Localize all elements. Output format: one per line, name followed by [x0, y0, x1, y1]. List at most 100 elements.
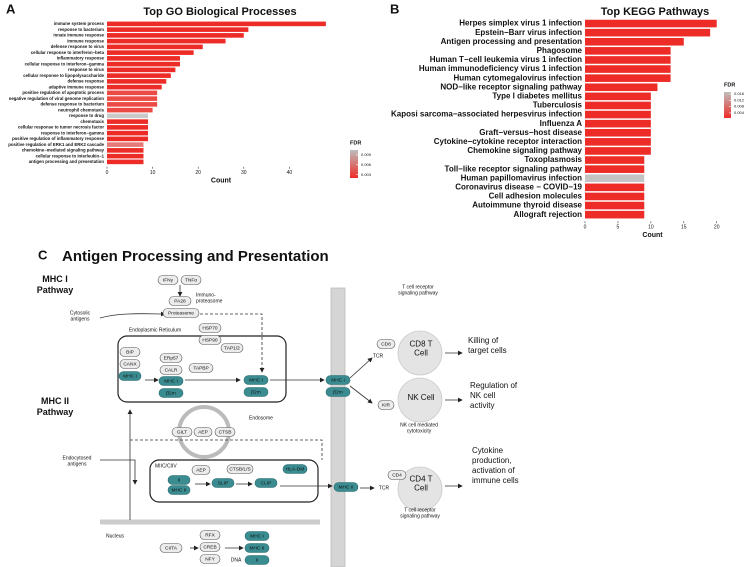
bar	[585, 83, 658, 92]
bar	[585, 19, 717, 28]
node	[119, 347, 141, 357]
teal-node	[243, 387, 269, 397]
bar	[107, 148, 144, 153]
node-label: CD4 T	[410, 475, 433, 484]
panel-letter: B	[390, 1, 399, 16]
node-label: CD4	[392, 472, 402, 478]
y-tick-label: Coronavirus disease − COVID−19	[455, 182, 582, 191]
x-axis-label: Count	[211, 178, 232, 185]
node	[193, 427, 213, 437]
node-label: TCR	[379, 485, 390, 491]
y-tick-label: Toll−like receptor signaling pathway	[445, 164, 583, 173]
teal-node	[158, 388, 184, 398]
y-tick-label: Kaposi sarcoma−associated herpesvirus in…	[391, 110, 582, 119]
node-label: BIP	[126, 349, 134, 355]
node-label: TCR	[373, 353, 384, 359]
node-label: signaling pathway	[398, 290, 438, 296]
y-tick-label: positive regulation of apoptotic process	[22, 90, 104, 95]
y-tick-label: adaptive immune response	[49, 84, 105, 89]
bar	[107, 153, 144, 159]
node-label: ERp57	[164, 355, 179, 361]
teal-node	[244, 543, 270, 553]
y-tick-label: positive regulation of ERK1 and ERK2 cas…	[8, 142, 104, 147]
node	[226, 464, 254, 474]
node-label: Proteasome	[168, 310, 194, 316]
x-tick-label: 0	[584, 225, 587, 231]
node-label: CD8	[381, 341, 391, 347]
y-tick-label: antigen processing and presentation	[29, 159, 105, 164]
chart-title: Top GO Biological Processes	[143, 6, 296, 18]
y-tick-label: Phagosome	[537, 46, 583, 55]
bar	[585, 128, 651, 137]
y-tick-label: positive regulation of inflammatory resp…	[12, 136, 105, 141]
chart-title: Top KEGG Pathways	[601, 6, 710, 18]
node	[159, 353, 183, 363]
colorbar-label: 0.012	[734, 97, 745, 102]
node	[199, 554, 221, 564]
node-label: NK cell mediated	[400, 422, 438, 428]
y-tick-label: defense response	[67, 79, 104, 84]
colorbar-label: 0.006	[361, 162, 372, 167]
bar	[107, 102, 158, 107]
node-label: NFY	[205, 556, 215, 562]
bar	[585, 56, 671, 64]
node-label: MHC I	[123, 373, 137, 379]
x-tick-label: 15	[681, 225, 687, 231]
colorbar	[350, 150, 358, 178]
node	[157, 275, 179, 285]
panel-letter: C	[38, 247, 48, 262]
node-label: MHC I	[42, 274, 68, 284]
diagram-title: Antigen Processing and Presentation	[62, 248, 329, 265]
bar	[585, 201, 645, 210]
panel-letter: A	[6, 1, 16, 16]
bar	[107, 38, 226, 44]
bar	[107, 67, 176, 73]
node-label: GILT	[177, 429, 187, 435]
bar	[107, 130, 149, 136]
x-tick-label: 20	[714, 225, 720, 231]
node-label: T cell receptor	[402, 284, 434, 290]
node	[188, 363, 214, 373]
colorbar-label: 0.008	[734, 104, 745, 109]
bar	[107, 107, 153, 113]
bar	[107, 73, 171, 78]
y-tick-label: Cell adhesion molecules	[489, 192, 583, 201]
teal-node	[243, 375, 269, 385]
node-label: CLIP	[261, 480, 272, 486]
bar	[107, 44, 203, 50]
node-label: Cytosolic	[70, 310, 91, 316]
node	[168, 296, 192, 306]
node-label: β2m	[251, 389, 260, 395]
y-tick-label: Herpes simplex virus 1 infection	[459, 19, 582, 28]
node	[387, 470, 407, 480]
teal-node	[118, 371, 142, 381]
bar	[585, 156, 645, 164]
y-tick-label: Graft−versus−host disease	[479, 128, 582, 137]
colorbar-label: 0.016	[734, 91, 745, 96]
bar	[107, 90, 158, 96]
x-tick-label: 40	[287, 170, 293, 176]
node-label: MHC I	[249, 377, 263, 383]
node-label: immune cells	[472, 476, 519, 485]
node-label: AEP	[198, 429, 208, 435]
bar	[585, 165, 645, 173]
bar	[107, 136, 149, 142]
x-tick-label: 10	[648, 225, 654, 231]
bar	[107, 119, 149, 124]
y-tick-label: Type I diabetes mellitus	[492, 91, 582, 100]
node-label: signaling pathway	[400, 513, 440, 519]
node-label: MHC I	[164, 378, 178, 384]
node	[199, 530, 221, 540]
y-tick-label: Human T−cell leukemia virus 1 infection	[430, 55, 582, 64]
node-label: HLA-DM	[286, 466, 304, 472]
bar	[585, 192, 645, 201]
y-tick-label: Toxoplasmosis	[524, 155, 582, 164]
node-label: TNFα	[185, 277, 197, 283]
bar	[107, 50, 194, 55]
bar	[585, 119, 651, 128]
node	[119, 359, 141, 369]
node-label: activation of	[472, 466, 515, 475]
teal-node	[325, 387, 351, 397]
x-axis-label: Count	[642, 232, 663, 239]
